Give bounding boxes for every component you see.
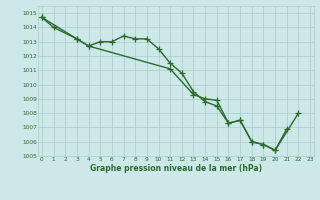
X-axis label: Graphe pression niveau de la mer (hPa): Graphe pression niveau de la mer (hPa) xyxy=(90,164,262,173)
